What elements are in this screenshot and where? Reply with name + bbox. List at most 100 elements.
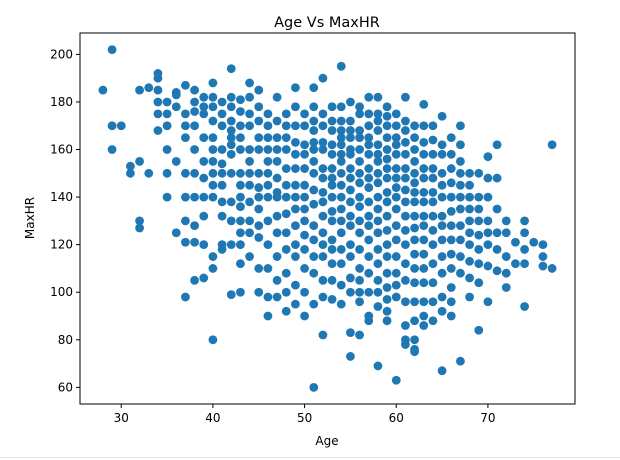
data-point [520,216,529,226]
data-point [236,180,245,190]
data-point [327,140,337,150]
data-point [501,216,511,226]
data-point [199,192,209,202]
data-point [346,133,355,143]
bottom-divider [0,457,620,458]
data-point [226,290,236,299]
data-point [199,240,209,250]
data-point [199,102,209,112]
data-point [401,225,410,235]
data-point [236,133,245,143]
data-point [272,116,282,126]
data-point [281,109,291,119]
data-point [236,259,245,269]
data-point [456,204,465,214]
data-point [364,235,374,245]
points-layer [98,45,557,392]
data-point [171,90,181,100]
data-point [410,178,419,188]
data-point [456,221,465,231]
data-point [336,140,346,150]
data-point [208,192,218,202]
data-point [456,157,465,166]
data-point [520,259,529,269]
data-point [199,109,209,119]
data-point [327,245,337,254]
data-point [410,249,419,259]
data-point [300,245,309,254]
data-point [236,287,245,297]
data-point [346,126,355,135]
data-point [410,264,419,273]
data-point [327,102,337,112]
chart-title: Age Vs MaxHR [274,15,380,31]
data-point [199,273,209,283]
data-point [410,121,419,131]
data-point [428,297,438,307]
data-point [437,221,447,231]
data-point [382,252,392,261]
data-point [382,211,392,221]
data-point [391,173,401,183]
data-point [364,287,374,297]
data-point [355,102,364,112]
data-point [281,164,291,173]
data-point [428,225,438,235]
data-point [199,157,209,166]
data-point [327,192,337,202]
data-point [364,252,374,261]
data-point [373,216,383,226]
data-point [492,173,502,183]
data-point [382,111,392,121]
data-point [492,204,502,214]
x-axis: 30 40 50 60 70 [114,404,496,425]
y-axis-label: MaxHR [23,197,37,239]
data-point [446,149,456,159]
data-point [373,109,383,119]
data-point [254,85,264,95]
data-point [135,85,144,95]
data-point [281,180,291,190]
data-point [226,126,236,135]
data-point [437,292,447,302]
data-point [291,149,300,159]
data-point [465,292,474,302]
data-point [391,121,401,131]
data-point [391,192,401,202]
data-point [254,233,264,242]
data-point [364,268,374,278]
data-point [291,164,300,173]
data-point [236,192,245,202]
data-point [520,245,529,254]
data-point [373,228,383,238]
data-point [419,121,429,131]
data-point [245,252,254,261]
data-point [336,126,346,135]
data-point [336,168,346,178]
data-point [346,352,355,361]
data-point [437,211,447,221]
data-point [291,192,300,202]
data-point [309,145,319,154]
y-tick-label: 120 [50,238,73,252]
data-point [373,157,383,166]
data-point [226,116,236,126]
data-point [190,121,199,131]
data-point [162,145,172,154]
data-point [382,197,392,207]
data-point [263,145,273,154]
data-point [254,287,264,297]
data-point [437,149,447,159]
data-point [300,109,309,119]
data-point [327,206,337,216]
data-point [364,173,374,183]
data-point [511,259,520,269]
data-point [153,126,163,135]
data-point [428,240,438,250]
data-point [226,133,236,143]
data-point [446,192,456,202]
x-tick-label: 50 [297,411,312,425]
data-point [382,268,392,278]
data-point [382,283,392,292]
y-tick-label: 140 [50,190,73,204]
